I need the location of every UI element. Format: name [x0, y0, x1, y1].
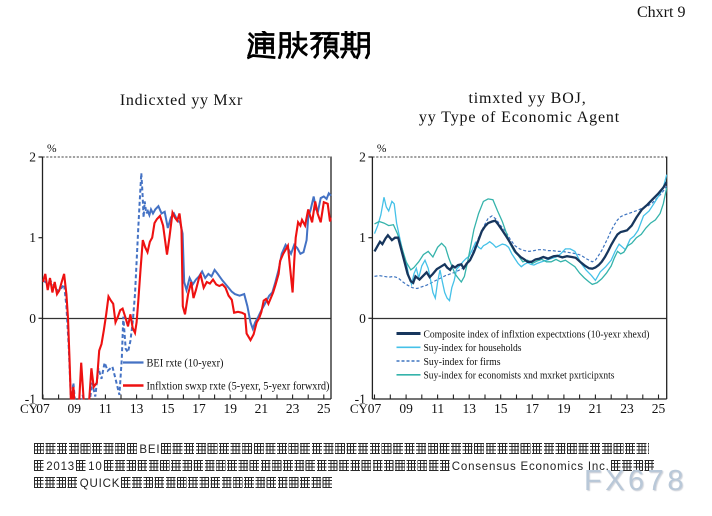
- svg-text:17: 17: [526, 401, 540, 416]
- svg-text:Inflxtion swxp rxte (5-yexr, 5: Inflxtion swxp rxte (5-yexr, 5-yexr forw…: [147, 379, 330, 393]
- svg-text:BEI rxte (10-yexr): BEI rxte (10-yexr): [147, 356, 224, 370]
- svg-text:17: 17: [192, 401, 206, 416]
- svg-text:1: 1: [359, 230, 366, 245]
- svg-text:11: 11: [431, 401, 444, 416]
- svg-text:25: 25: [317, 401, 331, 416]
- svg-text:1: 1: [29, 230, 36, 245]
- svg-text:2: 2: [359, 150, 366, 165]
- svg-text:Suy-index for households: Suy-index for households: [424, 342, 522, 354]
- svg-text:%: %: [377, 143, 387, 155]
- svg-text:0: 0: [29, 311, 36, 326]
- svg-text:-1: -1: [25, 392, 36, 407]
- svg-text:23: 23: [620, 401, 634, 416]
- svg-text:CY: CY: [350, 401, 369, 416]
- svg-text:%: %: [47, 143, 57, 155]
- svg-text:Composite index of inflxtion e: Composite index of inflxtion expectxtion…: [424, 328, 650, 340]
- svg-text:-1: -1: [355, 392, 366, 407]
- svg-text:07: 07: [36, 401, 50, 416]
- svg-text:25: 25: [652, 401, 666, 416]
- svg-text:Suy-index for economists xnd m: Suy-index for economists xnd mxrket pxrt…: [424, 370, 615, 382]
- svg-text:21: 21: [255, 401, 269, 416]
- svg-text:09: 09: [399, 401, 413, 416]
- svg-text:13: 13: [462, 401, 476, 416]
- svg-text:CY: CY: [20, 401, 39, 416]
- svg-text:0: 0: [359, 311, 366, 326]
- svg-text:19: 19: [223, 401, 237, 416]
- svg-text:07: 07: [368, 401, 382, 416]
- svg-text:23: 23: [286, 401, 300, 416]
- svg-text:19: 19: [557, 401, 571, 416]
- svg-text:11: 11: [99, 401, 112, 416]
- svg-text:09: 09: [67, 401, 81, 416]
- svg-text:15: 15: [494, 401, 508, 416]
- svg-text:13: 13: [130, 401, 144, 416]
- svg-text:15: 15: [161, 401, 175, 416]
- svg-text:21: 21: [589, 401, 603, 416]
- svg-text:Suy-index for firms: Suy-index for firms: [424, 356, 501, 368]
- svg-text:2: 2: [29, 150, 36, 165]
